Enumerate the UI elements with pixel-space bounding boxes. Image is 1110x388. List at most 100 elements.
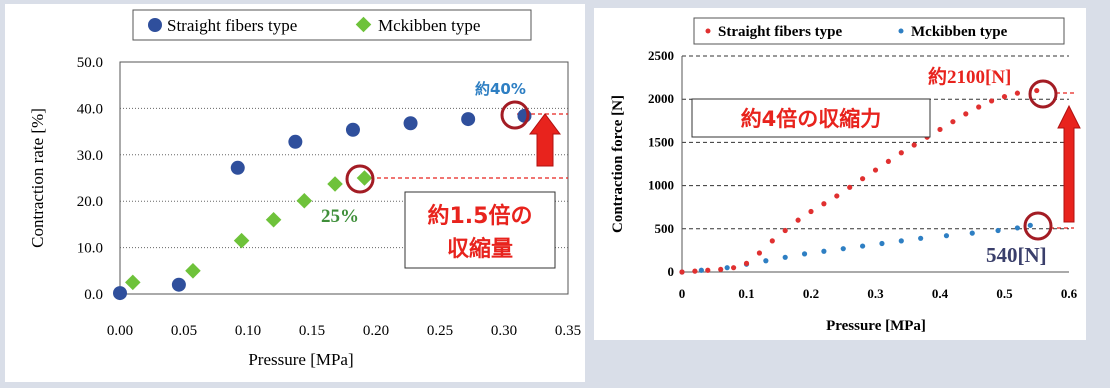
straight-fibers-point	[230, 160, 245, 175]
mckibben-force-point	[918, 235, 924, 241]
straight-fibers-force-point	[769, 238, 775, 244]
right-y-tick-label: 500	[655, 221, 675, 236]
straight-fibers-force-point	[756, 250, 762, 256]
right-x-tick-label: 0.3	[867, 286, 884, 301]
mckibben-force-point	[1027, 222, 1033, 228]
right-x-tick-label: 0.4	[932, 286, 949, 301]
right-data-points	[679, 87, 1040, 275]
right-legend-box	[693, 17, 1065, 45]
straight-fibers-force-point	[679, 269, 685, 275]
right-y-tick-labels: 0 500 1000 1500 2000 2500	[648, 48, 674, 279]
left-x-axis-title: Pressure [MPa]	[248, 350, 353, 369]
straight-fibers-force-point	[718, 266, 724, 273]
mckibben-force-point	[995, 227, 1001, 234]
straight-fibers-force-point	[1034, 87, 1040, 94]
straight-fibers-force-point	[860, 176, 866, 182]
mckibben-point	[327, 176, 343, 192]
left-x-tick-label: 0.10	[235, 323, 261, 339]
left-increase-arrow	[529, 113, 561, 167]
left-highlight-ring-mid	[345, 164, 375, 194]
straight-fibers-force-point	[782, 227, 788, 234]
right-x-tick-label: 0.1	[738, 286, 754, 301]
left-annotation-40pct: 約40%	[475, 80, 526, 98]
left-x-tick-label: 0.05	[171, 323, 197, 339]
left-y-tick-label: 10.0	[77, 241, 103, 257]
left-chart-panel: Straight fibers type Mckibben type 0.0 10…	[5, 4, 585, 382]
straight-fibers-force-point	[692, 268, 698, 274]
left-y-tick-labels: 0.0 10.0 20.0 30.0 40.0 50.0	[77, 55, 103, 303]
straight-fibers-force-point	[705, 267, 711, 273]
straight-fibers-force-point	[808, 208, 814, 215]
straight-fibers-point	[113, 286, 127, 301]
mckibben-force-point	[943, 233, 950, 239]
left-x-tick-label: 0.00	[107, 323, 133, 339]
left-x-tick-label: 0.20	[363, 323, 389, 339]
mckibben-force-point	[698, 267, 704, 273]
right-ratio-callout-box	[691, 98, 931, 138]
straight-fibers-point	[403, 116, 418, 131]
mckibben-force-point	[821, 248, 827, 254]
right-x-tick-label: 0.5	[996, 286, 1013, 301]
straight-fibers-force-point	[950, 119, 956, 125]
mckibben-force-point	[969, 230, 975, 236]
straight-fibers-force-point	[731, 265, 737, 271]
straight-fibers-force-point	[911, 142, 917, 148]
mckibben-force-point	[879, 240, 885, 247]
left-y-tick-label: 20.0	[77, 194, 103, 210]
mckibben-point	[233, 232, 250, 249]
left-data-points	[113, 108, 532, 301]
right-y-tick-label: 0	[668, 264, 675, 279]
straight-fibers-force-point	[1001, 94, 1008, 100]
right-y-tick-label: 2500	[648, 48, 674, 63]
straight-fibers-force-point	[1014, 90, 1020, 96]
left-y-tick-label: 0.0	[84, 287, 103, 303]
left-x-tick-label: 0.35	[555, 323, 581, 339]
straight-fibers-force-point	[937, 126, 943, 133]
mckibben-force-point	[1014, 225, 1020, 231]
mckibben-point	[296, 192, 313, 209]
left-y-tick-label: 50.0	[77, 55, 103, 71]
straight-fibers-force-point	[821, 201, 827, 207]
left-x-tick-label: 0.15	[299, 323, 325, 339]
right-ratio-callout: 約4倍の収縮力	[741, 107, 882, 131]
right-increase-arrow	[1057, 104, 1081, 223]
mckibben-force-point	[724, 265, 730, 271]
straight-fibers-force-point	[885, 158, 891, 165]
mckibben-force-point	[782, 254, 788, 260]
straight-fibers-point	[288, 134, 303, 149]
mckibben-point	[265, 211, 282, 228]
contraction-rate-chart: Straight fibers type Mckibben type 0.0 10…	[28, 9, 581, 369]
right-legend-marker-mckibben	[898, 28, 904, 34]
right-annotation-540n: 540[N]	[986, 243, 1047, 267]
left-x-tick-label: 0.25	[427, 323, 453, 339]
left-legend-label-straight: Straight fibers type	[167, 16, 297, 35]
left-legend-label-mckibben: Mckibben type	[378, 16, 480, 35]
left-ratio-callout-box	[404, 191, 556, 269]
left-legend-box	[132, 9, 532, 41]
left-legend-marker-straight	[148, 18, 162, 32]
left-ratio-callout-line1: 約1.5倍の	[428, 203, 533, 229]
right-highlight-ring-top	[1028, 79, 1058, 109]
straight-fibers-force-point	[847, 184, 853, 190]
mckibben-force-point	[763, 258, 769, 264]
mckibben-force-point	[801, 251, 808, 257]
mckibben-force-point	[860, 243, 866, 249]
straight-fibers-force-point	[963, 111, 969, 117]
right-x-tick-labels: 0 0.1 0.2 0.3 0.4 0.5 0.6	[679, 286, 1078, 301]
right-y-tick-label: 1000	[648, 178, 674, 193]
right-y-tick-label: 2000	[648, 91, 674, 106]
mckibben-point	[185, 263, 201, 279]
left-y-tick-label: 30.0	[77, 148, 103, 164]
mckibben-point	[125, 274, 141, 291]
left-y-axis-title: Contraction rate [%]	[28, 108, 47, 248]
straight-fibers-point	[345, 122, 360, 137]
straight-fibers-force-point	[989, 98, 995, 104]
right-annotation-2100n: 約2100[N]	[928, 65, 1011, 88]
right-x-tick-label: 0.2	[803, 286, 819, 301]
left-x-tick-label: 0.30	[491, 323, 517, 339]
left-y-tick-label: 40.0	[77, 101, 103, 117]
straight-fibers-point	[461, 112, 476, 127]
straight-fibers-force-point	[872, 167, 879, 173]
mckibben-force-point	[898, 238, 904, 244]
right-legend-marker-straight	[705, 28, 711, 34]
